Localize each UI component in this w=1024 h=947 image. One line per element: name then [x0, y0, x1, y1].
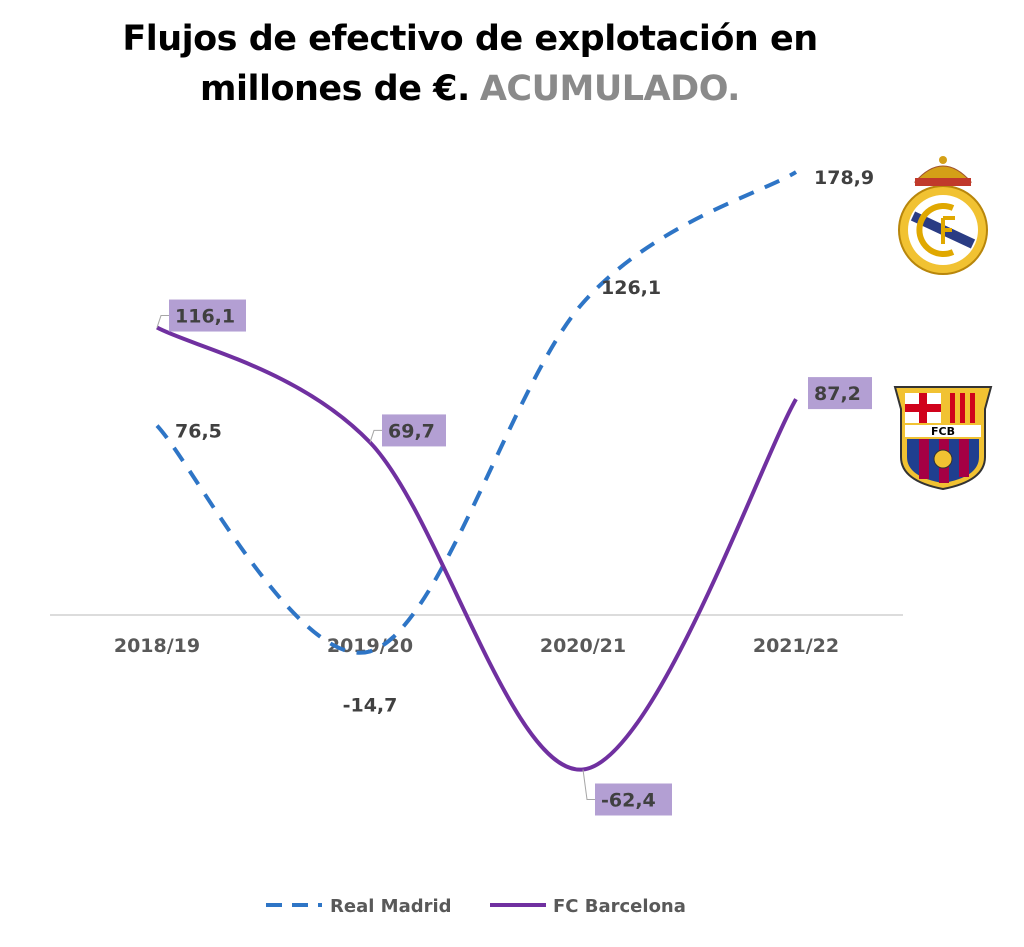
chart-title-line2: millones de €. ACUMULADO.	[0, 68, 940, 110]
x-tick-label: 2021/22	[753, 635, 839, 657]
label-box	[169, 299, 246, 332]
label-box	[595, 783, 672, 816]
title-accumulated: ACUMULADO.	[479, 69, 741, 109]
label-leader-line	[369, 429, 382, 443]
label-leader-line	[582, 769, 595, 801]
fcb-text: FCB	[931, 425, 955, 438]
data-label-fc-barcelona: 87,2	[808, 377, 872, 410]
label-box	[808, 377, 872, 410]
data-label-real-madrid: 76,5	[175, 421, 222, 443]
data-label-text: -62,4	[601, 790, 656, 812]
data-label-text: 116,1	[175, 306, 235, 328]
title-text: millones de €.	[200, 69, 470, 109]
x-tick-label: 2018/19	[114, 635, 200, 657]
label-leader-line	[156, 315, 169, 328]
series-line-fc-barcelona	[156, 325, 798, 772]
legend-label-fc-barcelona: FC Barcelona	[553, 896, 686, 917]
data-label-real-madrid: -14,7	[343, 694, 398, 716]
data-label-text: 87,2	[814, 383, 861, 405]
data-label-fc-barcelona: 69,7	[369, 414, 446, 447]
data-label-fc-barcelona: -62,4	[582, 769, 672, 816]
chart-title-line1: Flujos de efectivo de explotación en	[122, 19, 818, 59]
x-tick-label: 2019/20	[327, 635, 413, 657]
label-box	[382, 414, 446, 447]
series-line-real-madrid	[155, 170, 798, 655]
x-tick-label: 2020/21	[540, 635, 626, 657]
fc-barcelona-logo: FCB	[893, 386, 993, 491]
real-madrid-logo	[898, 156, 988, 275]
data-label-fc-barcelona: 116,1	[156, 299, 246, 332]
data-label-text: 69,7	[388, 420, 435, 442]
data-label-real-madrid: 126,1	[601, 277, 661, 299]
data-label-real-madrid: 178,9	[814, 167, 874, 189]
legend-label-real-madrid: Real Madrid	[330, 896, 452, 917]
